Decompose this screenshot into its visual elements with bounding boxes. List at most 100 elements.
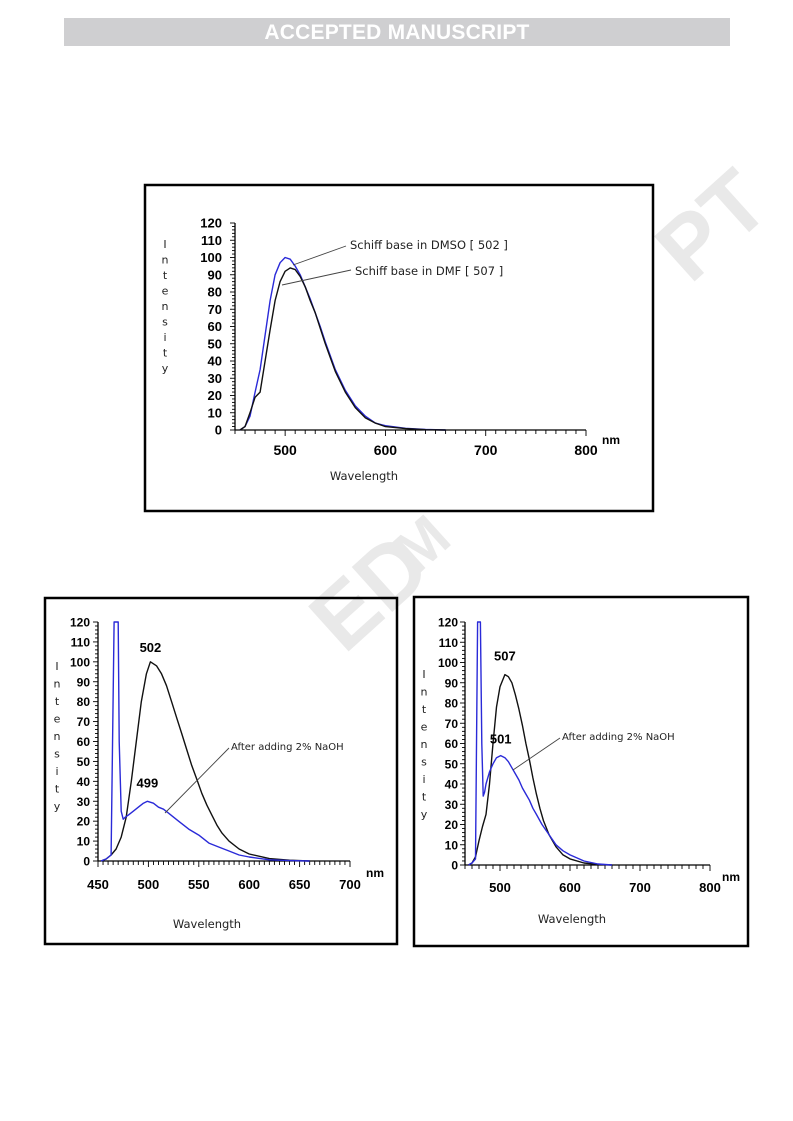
chart2-y-axis-label-char: n [421,686,428,699]
chart2-y-axis-label-char: i [422,773,425,786]
chart2-y-axis-label-char: n [421,738,428,751]
chart1-y-tick-label: 50 [77,755,91,769]
chart0-x-tick-label: 700 [474,442,498,458]
chart1-x-tick-label: 500 [138,877,160,892]
chart1-y-tick-label: 40 [77,775,91,789]
chart1-y-tick-label: 110 [71,635,91,649]
chart0-annotation-leader [292,245,347,266]
chart2-y-axis-label-char: y [421,808,428,821]
chart0-y-axis-label-char: t [163,269,168,282]
chart0-y-tick-label: 10 [208,405,222,420]
chart0-x-unit-label: nm [602,433,620,447]
chart1-peak-label: 499 [137,775,159,790]
chart2-y-tick-label: 70 [445,717,459,731]
chart1-x-unit-label: nm [366,866,384,880]
chart1-y-tick-label: 0 [83,855,90,869]
chart1-y-tick-label: 10 [77,835,91,849]
chart1-annotation-label: After adding 2% NaOH [231,742,344,753]
chart0-y-axis-label-char: s [162,316,168,329]
chart1-y-tick-label: 100 [70,655,90,669]
chart2-y-tick-label: 100 [438,656,458,670]
chart0-x-axis-label: Wavelength [330,469,398,483]
chart2-annotation-label: After adding 2% NaOH [562,732,675,743]
manuscript-banner: ACCEPTED MANUSCRIPT [64,18,730,46]
chart2-y-axis-label-char: e [421,721,428,734]
chart2-peak-label: 507 [494,649,516,664]
chart0-y-tick-label: 20 [208,388,222,403]
chart1-y-axis-label-char: n [54,678,61,691]
chart2-y-axis-label-char: s [421,756,427,769]
chart1-y-tick-label: 120 [70,616,90,630]
chart0-series-line-1 [239,267,446,431]
chart1-x-tick-label: 450 [87,877,109,892]
chart1-y-axis-label-char: s [54,748,60,761]
chart0-x-tick-label: 500 [273,442,297,458]
chart2-x-axis-label: Wavelength [538,912,606,926]
chart0-y-tick-label: 40 [208,354,222,369]
chart2-y-axis-label-char: I [422,668,425,681]
chart1-x-tick-label: 700 [339,877,361,892]
chart0-y-tick-label: 50 [208,336,222,351]
chart1-y-tick-label: 80 [77,695,91,709]
chart1-y-tick-label: 60 [77,735,91,749]
chart1-y-axis-label-char: t [55,695,60,708]
chart2-y-tick-label: 60 [445,737,459,751]
chart0-y-axis-label-char: n [162,254,169,267]
chart0-annotation-label: Schiff base in DMF [ 507 ] [355,264,503,278]
chart0-y-tick-label: 100 [200,250,222,265]
chart0-y-tick-label: 30 [208,371,222,386]
chart1-y-tick-label: 30 [77,795,91,809]
chart0-y-axis-label-char: i [163,331,166,344]
chart0-y-axis-label-char: t [163,347,168,360]
chart2-x-tick-label: 600 [559,880,581,895]
chart2-y-tick-label: 10 [445,838,459,852]
chart0-frame [143,183,655,513]
chart1-x-axis-label: Wavelength [173,917,241,931]
chart0-y-tick-label: 110 [201,233,222,248]
chart1-x-tick-label: 600 [238,877,260,892]
banner-text: ACCEPTED MANUSCRIPT [264,21,530,44]
chart2-y-tick-label: 0 [451,859,458,873]
chart1-y-axis-label-char: e [54,713,61,726]
chart1-y-axis-label-char: t [55,783,60,796]
chart1-y-axis-label-char: n [54,730,61,743]
chart1-frame [43,596,399,946]
chart0-y-tick-label: 90 [208,267,222,282]
chart1-y-axis-label-char: I [55,660,58,673]
chart1-y-tick-label: 20 [77,815,91,829]
chart1-series-line-1 [100,621,310,862]
chart1-y-tick-label: 70 [77,715,91,729]
chart2-series-line-0 [468,673,613,866]
chart2-x-unit-label: nm [722,870,740,884]
chart0-y-axis-label-char: y [162,362,169,375]
chart0-y-tick-label: 0 [215,423,222,438]
chart2-y-axis-label-char: t [422,791,427,804]
chart2-x-tick-label: 500 [489,880,511,895]
chart2-peak-label: 501 [490,732,512,747]
chart0-annotation-leader [281,269,352,286]
chart2-y-tick-label: 80 [445,697,459,711]
chart2-y-tick-label: 20 [445,818,459,832]
chart2-y-tick-label: 40 [445,778,459,792]
chart0-y-tick-label: 120 [200,216,222,231]
chart2-frame [412,595,750,948]
chart0-annotation-label: Schiff base in DMSO [ 502 ] [350,238,508,252]
chart1-y-tick-label: 90 [77,675,91,689]
chart2-series-line-1 [468,621,613,866]
chart2-y-tick-label: 30 [445,798,459,812]
chart2-y-tick-label: 50 [445,757,459,771]
chart2-x-tick-label: 700 [629,880,651,895]
chart1-annotation-leader [164,747,230,814]
chart2-y-tick-label: 90 [445,676,459,690]
chart2-y-axis-label-char: t [422,703,427,716]
chart0-y-axis-label-char: e [162,285,169,298]
chart2-annotation-leader [512,737,561,771]
chart1-y-axis-label-char: y [54,800,61,813]
chart0-y-tick-label: 80 [208,285,222,300]
chart0-x-tick-label: 600 [374,442,398,458]
chart1-x-tick-label: 550 [188,877,210,892]
chart1-x-tick-label: 650 [289,877,311,892]
chart2-y-tick-label: 110 [439,636,459,650]
chart0-series-line-0 [239,256,446,431]
